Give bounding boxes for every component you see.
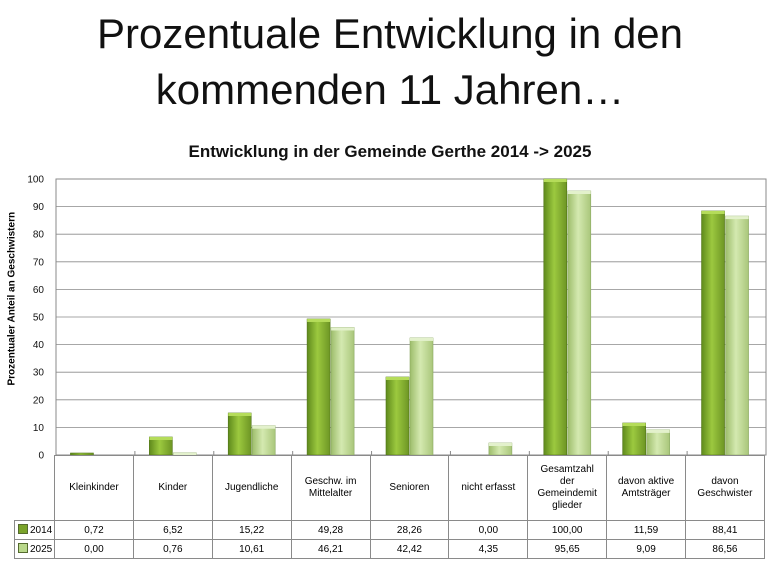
bar-2014-7: [622, 422, 646, 456]
bar-2014-2: [227, 412, 252, 456]
slide-title-line1: Prozentuale Entwicklung in den: [96, 10, 684, 57]
category-label: Jugendliche: [211, 455, 292, 521]
category-label-line: Jugendliche: [225, 482, 279, 493]
data-label: 6,52: [132, 520, 213, 540]
y-tick-label: 30: [33, 368, 45, 379]
category-label-line: nicht erfasst: [461, 482, 516, 493]
category-label-line: Gesamtzahl: [540, 464, 594, 475]
data-label: 42,42: [369, 539, 450, 559]
bar-cap-2025-5: [488, 442, 512, 446]
bar-cap-2025-3: [331, 327, 355, 331]
category-label-line: Gemeindemit: [537, 488, 597, 499]
data-label: 28,26: [369, 520, 450, 540]
data-label: 15,22: [211, 520, 292, 540]
bar-2025-4: [409, 337, 434, 456]
y-tick-label: 40: [33, 340, 45, 351]
bar-2025-6: [567, 190, 592, 456]
chart-title: Entwicklung in der Gemeinde Gerthe 2014 …: [188, 142, 592, 161]
bar-cap-2025-7: [646, 429, 670, 433]
y-tick-label: 70: [33, 257, 45, 268]
bar-cap-2014-4: [386, 377, 409, 381]
data-label: 0,00: [448, 520, 529, 540]
category-label-line: Geschwister: [697, 488, 753, 499]
category-label: Senioren: [369, 455, 450, 521]
category-label-line: Amtsträger: [621, 488, 671, 499]
data-label: 4,35: [448, 539, 529, 559]
bar-2014-8: [701, 210, 725, 456]
y-tick-label: 50: [33, 313, 45, 324]
bar-cap-2014-1: [149, 437, 173, 441]
data-table: Kleinkinder Kinder Jugendliche Geschw. im Mi…: [14, 455, 765, 559]
data-label: 95,65: [527, 539, 608, 559]
data-label: 10,61: [211, 539, 292, 559]
legend-swatch: [18, 524, 28, 534]
category-label: davon Geschwister: [685, 455, 765, 521]
bar-cap-2014-3: [307, 318, 331, 322]
category-label: nicht erfasst: [448, 455, 529, 521]
bars: [70, 178, 749, 456]
bar-2014-6: [543, 178, 568, 456]
category-label-line: Senioren: [389, 482, 430, 493]
series-row-2014: 2014 0,72 6,52 15,22 49,28 28,26 0,00 100,00 11,…: [14, 520, 765, 540]
data-label: 11,59: [606, 520, 686, 540]
bar-cap-2014-2: [228, 412, 252, 416]
category-label-line: Kleinkinder: [69, 482, 119, 493]
series-name: 2025: [30, 544, 53, 555]
category-label: Kleinkinder: [54, 455, 134, 521]
category-label-line: Mittelalter: [308, 488, 353, 499]
category-label-line: Kinder: [158, 482, 188, 493]
bar-cap-2014-8: [701, 210, 725, 214]
category-label: Geschw. im Mittelalter: [290, 455, 371, 521]
y-tick-label: 90: [33, 202, 45, 213]
y-tick-label: 100: [27, 175, 44, 186]
series-row-2025: 2025 0,00 0,76 10,61 46,21 42,42 4,35 95,65 9,09…: [14, 539, 765, 559]
category-label-line: davon aktive: [617, 476, 675, 487]
data-label: 9,09: [606, 539, 686, 559]
data-label: 88,41: [685, 520, 765, 540]
category-label-line: davon: [711, 476, 739, 487]
data-label: 0,72: [54, 520, 134, 540]
y-tick-label: 10: [33, 423, 45, 434]
bar-2025-3: [330, 327, 355, 456]
bar-cap-2025-1: [173, 452, 197, 456]
data-label: 86,56: [685, 539, 765, 559]
slide-title: Prozentuale Entwicklung in den kommenden…: [0, 6, 780, 118]
bar-cap-2014-6: [543, 179, 567, 182]
y-tick-label: 80: [33, 230, 45, 241]
category-row: Kleinkinder Kinder Jugendliche Geschw. im Mi…: [14, 455, 765, 521]
data-label: 46,21: [290, 539, 371, 559]
y-tick-label: 20: [33, 395, 45, 406]
bar-2025-2: [251, 425, 276, 456]
data-label: 49,28: [290, 520, 371, 540]
bar-2014-4: [385, 376, 410, 456]
category-label: davon aktive Amtsträger: [606, 455, 686, 521]
series-key-2025: 2025: [14, 539, 55, 559]
bar-2025-8: [725, 215, 749, 456]
data-label: 0,76: [132, 539, 213, 559]
category-label-line: der: [559, 476, 575, 487]
bar-2025-7: [646, 429, 670, 456]
data-label: 0,00: [54, 539, 134, 559]
category-label: Gesamtzahl der Gemeindemit glieder: [527, 455, 608, 521]
category-label: Kinder: [132, 455, 213, 521]
series-key-2014: 2014: [14, 520, 55, 540]
y-tick-label: 60: [33, 285, 45, 296]
category-label-line: glieder: [552, 500, 583, 511]
bar-cap-2025-6: [567, 191, 591, 195]
bar-cap-2025-8: [725, 216, 749, 220]
bar-cap-2025-2: [252, 425, 276, 429]
data-label: 100,00: [527, 520, 608, 540]
bar-cap-2025-4: [410, 337, 433, 341]
bar-2014-3: [306, 318, 331, 456]
category-label-line: Geschw. im: [304, 476, 357, 487]
series-name: 2014: [30, 525, 53, 536]
bar-cap-2014-7: [622, 423, 646, 427]
table-corner: [14, 455, 55, 521]
slide-title-line2: kommenden 11 Jahren…: [155, 66, 625, 113]
legend-swatch: [18, 543, 28, 553]
bar-2014-0: [70, 452, 94, 456]
